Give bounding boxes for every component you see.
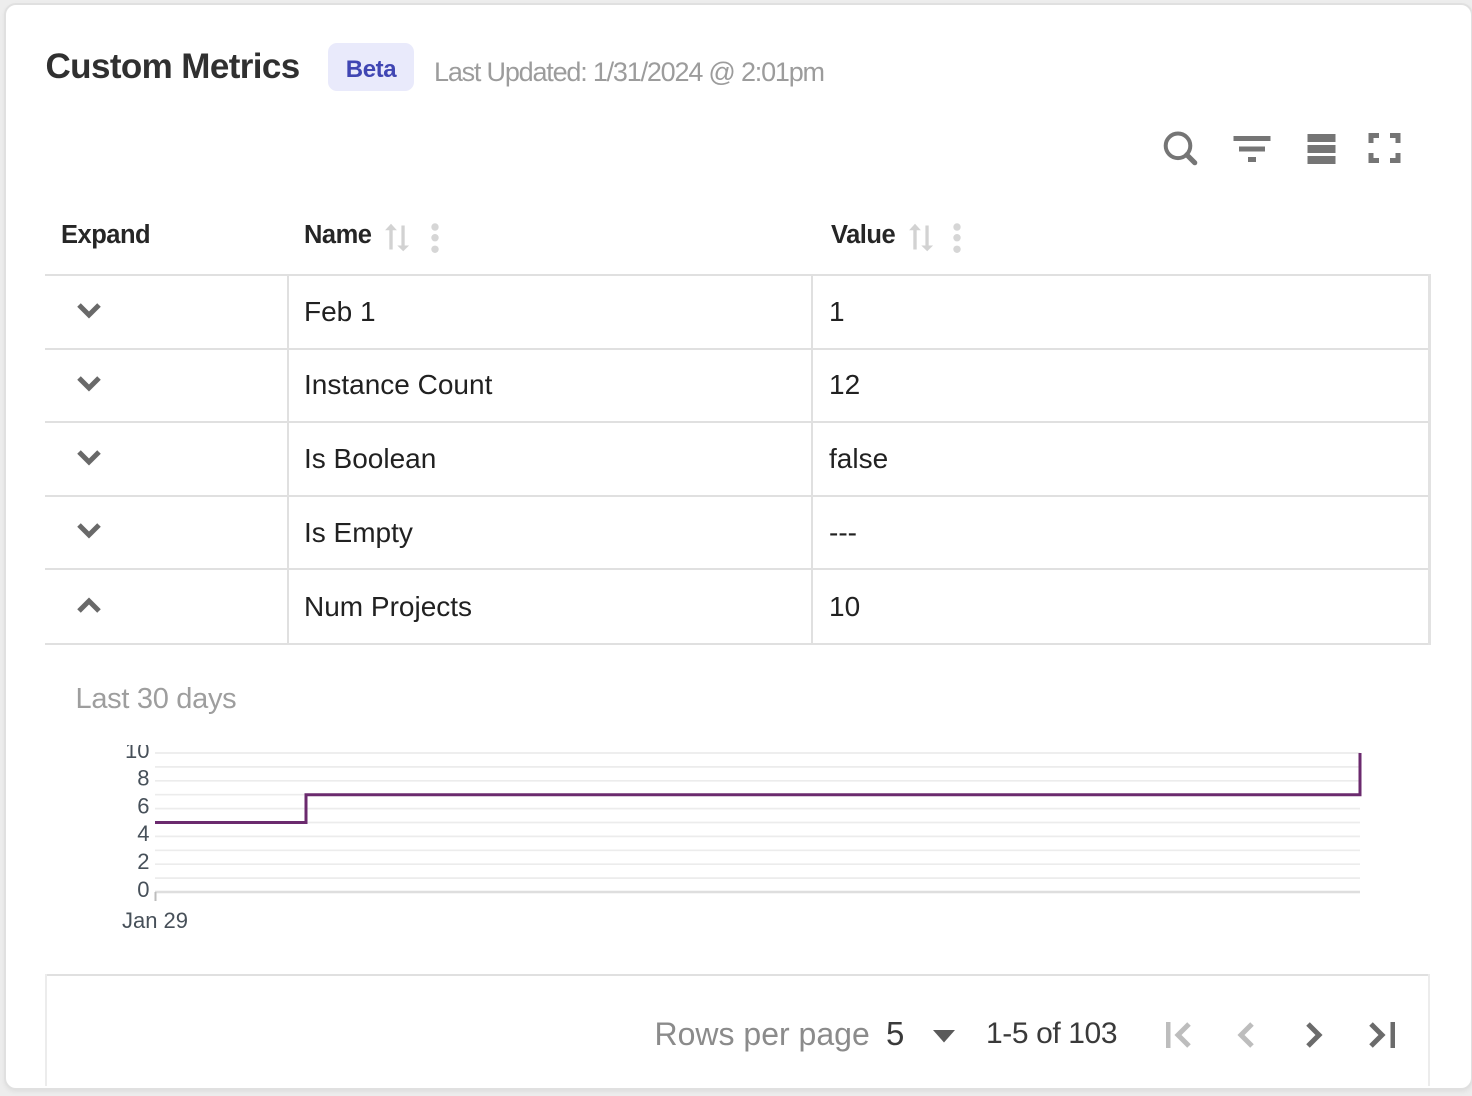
svg-text:6: 6 (137, 793, 149, 818)
svg-text:2: 2 (137, 849, 149, 874)
svg-text:8: 8 (137, 766, 149, 791)
svg-text:Jan 29: Jan 29 (122, 908, 188, 933)
svg-text:10: 10 (125, 745, 149, 763)
svg-text:0: 0 (137, 877, 149, 902)
svg-text:4: 4 (137, 821, 149, 846)
